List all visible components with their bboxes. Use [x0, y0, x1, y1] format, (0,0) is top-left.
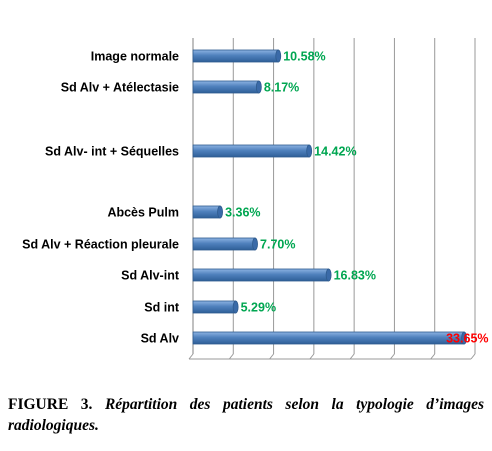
category-label: Sd Alv + Atélectasie — [61, 81, 179, 95]
grid-tick — [309, 353, 315, 360]
bar-end — [325, 268, 332, 282]
value-label: 5.29% — [241, 301, 276, 315]
bar-end — [275, 49, 282, 63]
category-label: Sd Alv — [141, 332, 179, 346]
value-label: 33.65% — [446, 332, 488, 346]
bar-end — [217, 205, 223, 219]
value-label: 14.42% — [314, 145, 356, 159]
bar — [192, 80, 260, 94]
category-label: Sd Alv + Réaction pleurale — [22, 238, 179, 252]
category-label: Image normale — [91, 50, 179, 64]
value-label: 16.83% — [334, 269, 376, 283]
category-label: Abcès Pulm — [107, 206, 179, 220]
grid-tick — [188, 353, 194, 360]
category-label: Sd Alv- int + Séquelles — [45, 145, 179, 159]
grid-tick — [430, 353, 436, 360]
figure-caption: FIGURE 3. Répartition des patients selon… — [8, 394, 484, 436]
value-label: 7.70% — [260, 238, 295, 252]
grid-tick — [228, 353, 234, 360]
caption-label: FIGURE 3. — [8, 396, 93, 413]
value-label: 8.17% — [264, 81, 299, 95]
bar-end — [232, 300, 239, 314]
bar-chart: Image normale Sd Alv + Atélectasie Sd Alv-… — [22, 38, 489, 360]
grid-tick — [470, 353, 476, 360]
caption-text: Répartition des patients selon la typolo… — [8, 396, 484, 434]
grid-tick — [269, 353, 274, 360]
category-label: Sd Alv-int — [121, 269, 180, 283]
bar — [192, 300, 237, 314]
bar — [192, 144, 310, 158]
bars — [192, 49, 468, 345]
value-labels: 10.58% 8.17% 14.42% 3.36% 7.70% 16.83% 5.29% 33… — [225, 50, 488, 346]
value-label: 3.36% — [225, 206, 260, 220]
bar-end — [306, 144, 313, 158]
bar-end — [255, 80, 262, 94]
category-labels: Image normale Sd Alv + Atélectasie Sd Alv-… — [22, 50, 180, 346]
bar — [192, 237, 256, 251]
bar-end — [461, 331, 468, 345]
bar — [192, 205, 221, 219]
bar-end — [252, 237, 258, 251]
bar — [192, 331, 465, 345]
bar — [192, 49, 279, 63]
bar — [192, 268, 330, 282]
category-label: Sd int — [144, 301, 180, 315]
grid-tick — [349, 353, 355, 360]
value-label: 10.58% — [283, 50, 325, 64]
grid-tick — [390, 353, 395, 360]
